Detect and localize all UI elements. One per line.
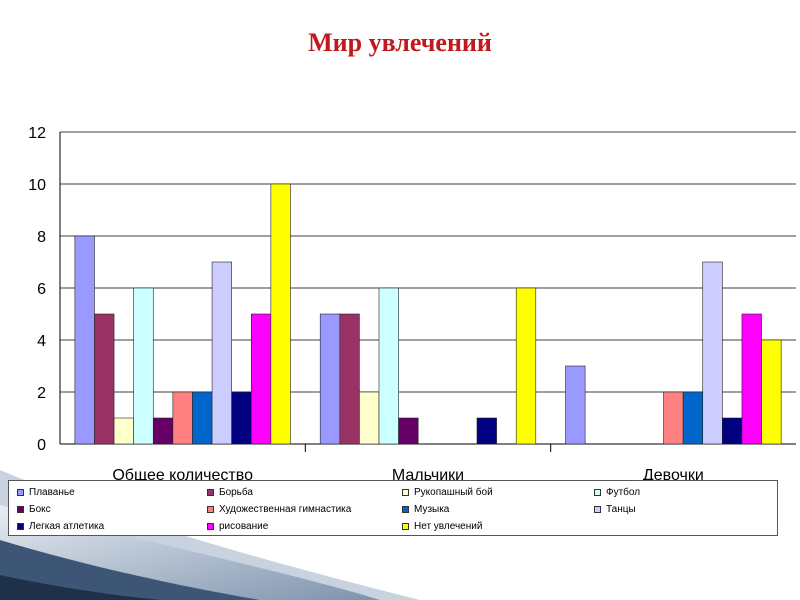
bar bbox=[663, 391, 684, 445]
legend-label: Рукопашный бой bbox=[414, 487, 493, 498]
legend-label: Музыка bbox=[414, 504, 450, 515]
bar bbox=[231, 391, 252, 445]
legend-swatch bbox=[17, 523, 24, 530]
legend-label: Борьба bbox=[219, 487, 253, 498]
y-tick-label: 12 bbox=[28, 125, 46, 142]
bar bbox=[172, 391, 193, 445]
legend-item: Художественная гимнастика bbox=[207, 501, 402, 518]
bar bbox=[133, 287, 154, 445]
legend-swatch bbox=[17, 489, 24, 496]
legend-swatch bbox=[402, 489, 409, 496]
legend-swatch bbox=[17, 506, 24, 513]
legend-item: Борьба bbox=[207, 484, 402, 501]
legend-label: Танцы bbox=[606, 504, 636, 515]
legend-label: Бокс bbox=[29, 504, 51, 515]
y-tick-label: 2 bbox=[37, 385, 46, 402]
legend-item: Бокс bbox=[17, 501, 207, 518]
bar bbox=[359, 391, 380, 445]
legend-swatch bbox=[594, 506, 601, 513]
bar bbox=[74, 235, 95, 445]
y-tick-label: 6 bbox=[37, 281, 46, 298]
legend-label: рисование bbox=[219, 521, 269, 532]
legend-swatch bbox=[207, 523, 214, 530]
x-category-label: Общее количество bbox=[112, 467, 253, 484]
bar bbox=[192, 391, 213, 445]
legend-swatch bbox=[207, 506, 214, 513]
bar bbox=[761, 339, 782, 445]
bar bbox=[378, 287, 399, 445]
legend-label: Футбол bbox=[606, 487, 641, 498]
legend-swatch bbox=[594, 489, 601, 496]
legend-swatch bbox=[402, 523, 409, 530]
legend-label: Нет увлечений bbox=[414, 521, 483, 532]
y-tick-label: 10 bbox=[28, 177, 46, 194]
legend-label: Художественная гимнастика bbox=[219, 504, 352, 515]
bar bbox=[398, 417, 419, 445]
y-tick-label: 0 bbox=[37, 437, 46, 454]
bar bbox=[515, 287, 537, 445]
bar bbox=[565, 365, 586, 445]
bar bbox=[250, 313, 272, 445]
bar bbox=[94, 313, 115, 445]
bar bbox=[113, 417, 134, 445]
bar bbox=[270, 183, 291, 445]
legend-item: Музыка bbox=[402, 501, 594, 518]
legend-item: Футбол bbox=[594, 484, 784, 501]
legend-label: Легкая атлетика bbox=[29, 521, 105, 532]
legend-swatch bbox=[402, 506, 409, 513]
legend-item: рисование bbox=[207, 518, 402, 535]
x-category-label: Мальчики bbox=[392, 467, 464, 484]
bar bbox=[682, 391, 704, 445]
legend-item: Плаванье bbox=[17, 484, 207, 501]
bar bbox=[152, 417, 174, 445]
legend-label: Плаванье bbox=[29, 487, 75, 498]
bar bbox=[722, 417, 743, 445]
chart-legend: Плаванье Борьба Рукопашный бой Футбол Бокс Ху… bbox=[8, 480, 778, 536]
bar bbox=[476, 417, 497, 445]
legend-item: Танцы bbox=[594, 501, 784, 518]
bar bbox=[319, 313, 341, 445]
legend-item: Легкая атлетика bbox=[17, 518, 207, 535]
bar bbox=[339, 313, 360, 445]
y-tick-label: 8 bbox=[37, 229, 46, 246]
x-category-label: Девочки bbox=[643, 467, 704, 484]
bar bbox=[211, 261, 232, 445]
y-tick-label: 4 bbox=[37, 333, 46, 350]
slide-title: Мир увлечений bbox=[308, 28, 492, 57]
bar bbox=[741, 313, 762, 445]
legend-swatch bbox=[207, 489, 214, 496]
legend-item: Нет увлечений bbox=[402, 518, 594, 535]
legend-item: Рукопашный бой bbox=[402, 484, 594, 501]
bar bbox=[702, 261, 723, 445]
